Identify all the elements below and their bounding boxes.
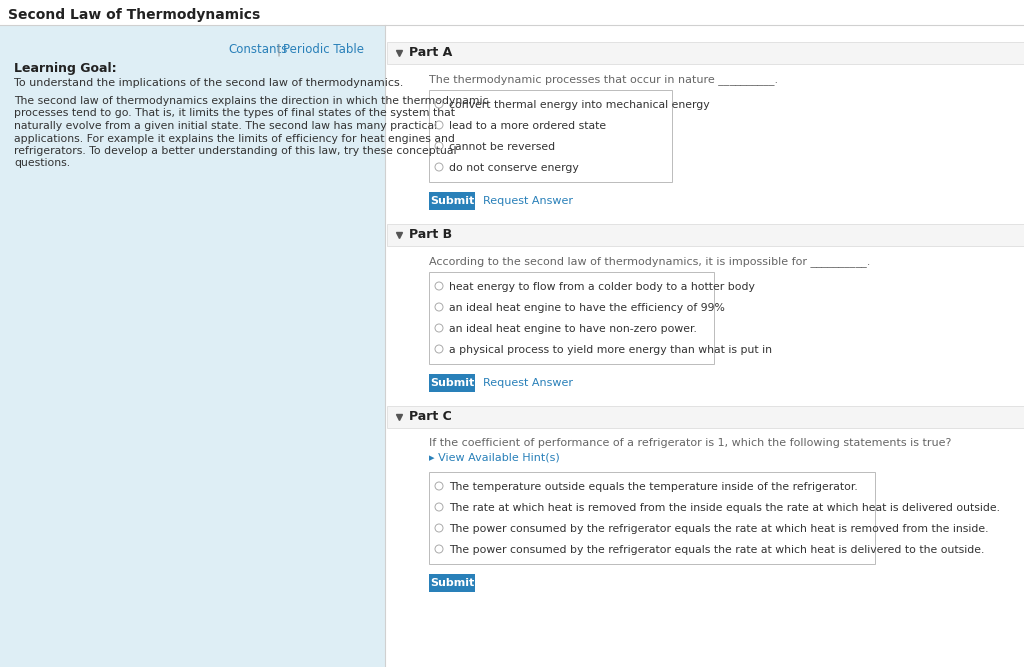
Text: According to the second law of thermodynamics, it is impossible for __________.: According to the second law of thermodyn…: [429, 256, 870, 267]
Text: The rate at which heat is removed from the inside equals the rate at which heat : The rate at which heat is removed from t…: [449, 503, 1000, 513]
Text: Second Law of Thermodynamics: Second Law of Thermodynamics: [8, 8, 260, 22]
Text: |: |: [276, 43, 280, 56]
Bar: [429, 90, 672, 182]
Text: Part B: Part B: [409, 228, 453, 241]
Text: refrigerators. To develop a better understanding of this law, try these conceptu: refrigerators. To develop a better under…: [14, 146, 457, 156]
Text: The power consumed by the refrigerator equals the rate at which heat is delivere: The power consumed by the refrigerator e…: [449, 545, 984, 555]
Text: Request Answer: Request Answer: [483, 378, 573, 388]
Text: heat energy to flow from a colder body to a hotter body: heat energy to flow from a colder body t…: [449, 282, 755, 292]
Text: convert thermal energy into mechanical energy: convert thermal energy into mechanical e…: [449, 100, 710, 110]
Text: processes tend to go. That is, it limits the types of final states of the system: processes tend to go. That is, it limits…: [14, 109, 455, 119]
Bar: [429, 374, 475, 392]
Text: applications. For example it explains the limits of efficiency for heat engines : applications. For example it explains th…: [14, 133, 455, 143]
Text: do not conserve energy: do not conserve energy: [449, 163, 579, 173]
Text: ▸ View Available Hint(s): ▸ View Available Hint(s): [429, 453, 560, 463]
Text: Constants: Constants: [228, 43, 288, 56]
Text: an ideal heat engine to have non-zero power.: an ideal heat engine to have non-zero po…: [449, 324, 697, 334]
Text: The second law of thermodynamics explains the direction in which the thermodynam: The second law of thermodynamics explain…: [14, 96, 488, 106]
Text: Periodic Table: Periodic Table: [283, 43, 364, 56]
Text: Submit: Submit: [430, 196, 474, 206]
Text: questions.: questions.: [14, 159, 70, 169]
Bar: [0, 26, 385, 667]
Text: The thermodynamic processes that occur in nature __________.: The thermodynamic processes that occur i…: [429, 74, 778, 85]
Text: Submit: Submit: [430, 578, 474, 588]
Text: The temperature outside equals the temperature inside of the refrigerator.: The temperature outside equals the tempe…: [449, 482, 858, 492]
Text: To understand the implications of the second law of thermodynamics.: To understand the implications of the se…: [14, 78, 403, 88]
Text: Part C: Part C: [409, 410, 452, 423]
Bar: [429, 472, 874, 564]
Text: Submit: Submit: [430, 378, 474, 388]
Bar: [429, 574, 475, 592]
Text: Request Answer: Request Answer: [483, 196, 573, 206]
Text: Part A: Part A: [409, 46, 453, 59]
Bar: [387, 42, 1024, 64]
Text: Learning Goal:: Learning Goal:: [14, 62, 117, 75]
Bar: [429, 192, 475, 210]
Text: cannot be reversed: cannot be reversed: [449, 142, 555, 152]
Text: lead to a more ordered state: lead to a more ordered state: [449, 121, 606, 131]
Bar: [387, 406, 1024, 428]
Text: naturally evolve from a given initial state. The second law has many practical: naturally evolve from a given initial st…: [14, 121, 437, 131]
Text: an ideal heat engine to have the efficiency of 99%: an ideal heat engine to have the efficie…: [449, 303, 725, 313]
Text: If the coefficient of performance of a refrigerator is 1, which the following st: If the coefficient of performance of a r…: [429, 438, 951, 448]
Text: The power consumed by the refrigerator equals the rate at which heat is removed : The power consumed by the refrigerator e…: [449, 524, 988, 534]
Bar: [387, 224, 1024, 246]
Text: a physical process to yield more energy than what is put in: a physical process to yield more energy …: [449, 345, 772, 355]
Bar: [429, 272, 714, 364]
